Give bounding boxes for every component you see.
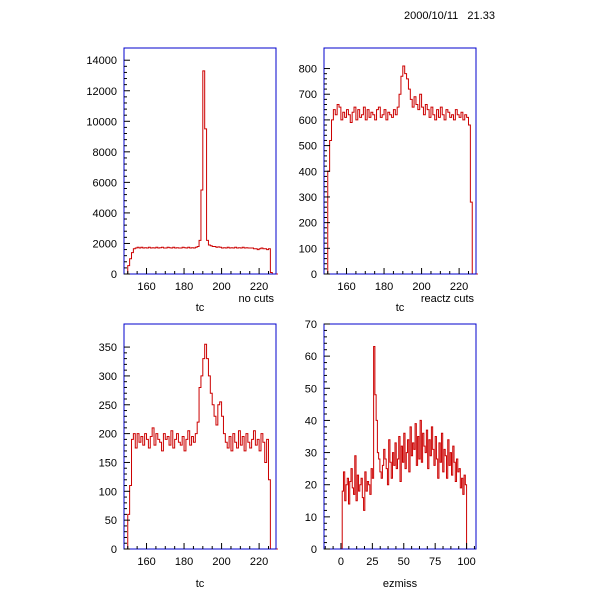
y-tick-label: 12000 <box>86 86 117 98</box>
y-tick-label: 20 <box>305 480 317 492</box>
x-tick-label: 220 <box>450 281 468 293</box>
y-tick-label: 6000 <box>93 177 117 189</box>
histogram-series-1 <box>125 70 278 275</box>
x-tick-label: 75 <box>429 556 441 568</box>
y-tick-label: 400 <box>299 166 317 178</box>
y-tick-label: 300 <box>299 192 317 204</box>
plot-frame <box>123 323 277 550</box>
y-tick-label: 0 <box>111 544 117 556</box>
x-tick-label: 200 <box>212 281 230 293</box>
x-axis-label: ezmiss <box>383 578 418 590</box>
y-tick-label: 8000 <box>93 147 117 159</box>
x-tick-label: 0 <box>338 556 344 568</box>
y-tick-label: 500 <box>299 141 317 153</box>
x-tick-label: 100 <box>457 556 475 568</box>
y-tick-label: 60 <box>305 351 317 363</box>
y-tick-label: 0 <box>111 269 117 281</box>
panel-4: 0 10 20 30 40 50 60 70 0 25 50 75 100 ezmiss <box>305 319 477 590</box>
x-tick-label: 180 <box>175 556 193 568</box>
x-tick-label: 220 <box>250 281 268 293</box>
plot-frame <box>123 47 277 275</box>
y-tick-label: 0 <box>311 544 317 556</box>
timestamp-label: 2000/10/11 21.33 <box>404 10 495 22</box>
y-tick-label: 30 <box>305 448 317 460</box>
x-tick-label: 160 <box>337 281 355 293</box>
x-tick-label: 180 <box>375 281 393 293</box>
panel-annotation: no cuts <box>239 293 275 305</box>
y-tick-label: 350 <box>99 342 117 354</box>
histogram-series-3 <box>125 343 278 550</box>
y-tick-label: 14000 <box>86 55 117 67</box>
panel-annotation: reactz cuts <box>421 293 475 305</box>
x-axis-label: tc <box>196 578 205 590</box>
x-tick-label: 180 <box>175 281 193 293</box>
x-tick-label: 25 <box>366 556 378 568</box>
y-tick-label: 200 <box>299 218 317 230</box>
y-tick-label: 800 <box>299 64 317 76</box>
y-tick-label: 100 <box>299 243 317 255</box>
y-tick-label: 600 <box>299 115 317 127</box>
histogram-series-2 <box>325 65 478 275</box>
y-tick-label: 10000 <box>86 116 117 128</box>
y-tick-label: 150 <box>99 457 117 469</box>
plot-frame <box>323 47 477 275</box>
y-tick-label: 700 <box>299 89 317 101</box>
y-tick-label: 200 <box>99 429 117 441</box>
y-tick-label: 300 <box>99 371 117 383</box>
y-tick-label: 50 <box>105 515 117 527</box>
panel-2: 0 100 200 300 400 500 600 700 800 160 180 200 220 tc r… <box>299 47 478 314</box>
y-tick-label: 50 <box>305 383 317 395</box>
y-tick-label: 70 <box>305 319 317 331</box>
x-tick-label: 160 <box>137 556 155 568</box>
y-tick-label: 2000 <box>93 238 117 250</box>
x-axis-label: tc <box>396 302 405 314</box>
plot-frame <box>323 323 477 550</box>
histogram-series-4 <box>340 346 468 550</box>
x-axis-label: tc <box>196 302 205 314</box>
panel-3: 0 50 100 150 200 250 300 350 160 180 200 220 tc <box>99 323 278 590</box>
y-tick-label: 40 <box>305 415 317 427</box>
x-tick-label: 50 <box>398 556 410 568</box>
y-tick-label: 100 <box>99 486 117 498</box>
panel-1: 0 2000 4000 6000 8000 10000 12000 14000 160 180 20… <box>86 47 278 314</box>
x-tick-label: 160 <box>137 281 155 293</box>
x-tick-label: 220 <box>250 556 268 568</box>
y-tick-label: 4000 <box>93 208 117 220</box>
x-tick-label: 200 <box>212 556 230 568</box>
x-tick-label: 200 <box>412 281 430 293</box>
y-tick-label: 10 <box>305 512 317 524</box>
y-tick-label: 0 <box>311 269 317 281</box>
y-tick-label: 250 <box>99 400 117 412</box>
